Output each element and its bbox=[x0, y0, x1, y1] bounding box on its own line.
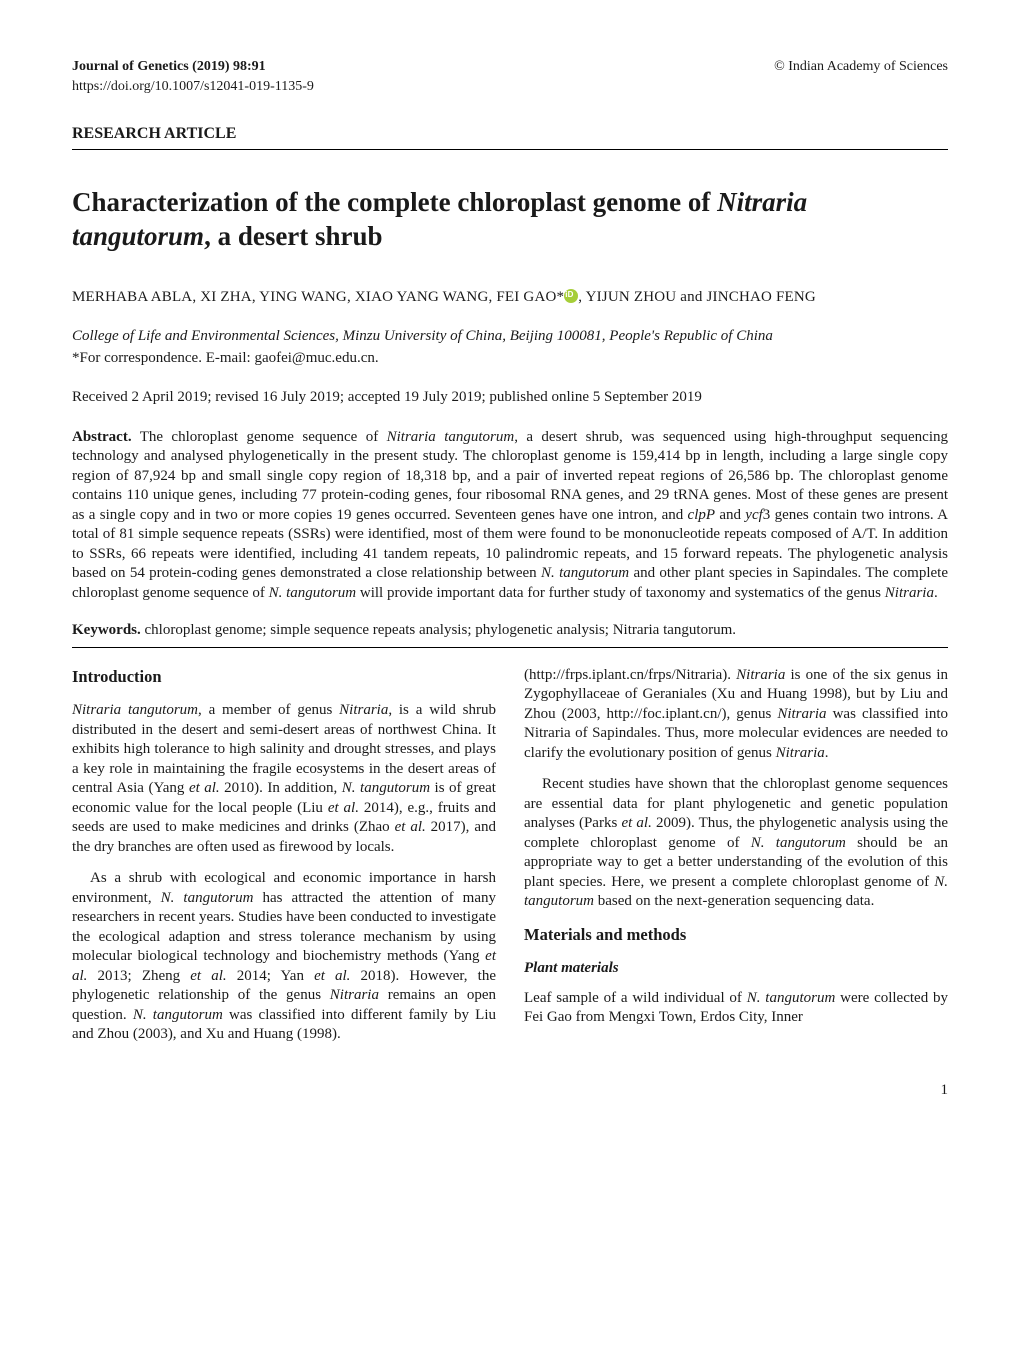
author-list: MERHABA ABLA, XI ZHA, YING WANG, XIAO YA… bbox=[72, 288, 948, 308]
introduction-heading: Introduction bbox=[72, 666, 496, 687]
left-column: Introduction Nitraria tangutorum, a memb… bbox=[72, 666, 496, 1057]
affiliation: College of Life and Environmental Scienc… bbox=[72, 327, 948, 347]
publisher: © Indian Academy of Sciences bbox=[774, 58, 948, 76]
keywords: Keywords. chloroplast genome; simple seq… bbox=[72, 621, 948, 641]
body-paragraph: Recent studies have shown that the chlor… bbox=[524, 775, 948, 912]
body-paragraph: Leaf sample of a wild individual of N. t… bbox=[524, 989, 948, 1028]
orcid-icon[interactable] bbox=[564, 289, 578, 303]
journal-ref: Journal of Genetics (2019) 98:91 bbox=[72, 58, 266, 76]
abstract: Abstract. The chloroplast genome sequenc… bbox=[72, 428, 948, 604]
body-paragraph: As a shrub with ecological and economic … bbox=[72, 869, 496, 1045]
correspondence: *For correspondence. E-mail: gaofei@muc.… bbox=[72, 349, 948, 369]
article-type: RESEARCH ARTICLE bbox=[72, 124, 948, 145]
page-number: 1 bbox=[72, 1081, 948, 1101]
body-paragraph: (http://frps.iplant.cn/frps/Nitraria). N… bbox=[524, 666, 948, 764]
article-dates: Received 2 April 2019; revised 16 July 2… bbox=[72, 388, 948, 408]
article-title: Characterization of the complete chlorop… bbox=[72, 186, 948, 254]
plant-materials-heading: Plant materials bbox=[524, 959, 948, 979]
body-paragraph: Nitraria tangutorum, a member of genus N… bbox=[72, 701, 496, 857]
doi-link[interactable]: https://doi.org/10.1007/s12041-019-1135-… bbox=[72, 78, 948, 96]
divider bbox=[72, 149, 948, 150]
divider bbox=[72, 647, 948, 648]
materials-methods-heading: Materials and methods bbox=[524, 924, 948, 945]
right-column: (http://frps.iplant.cn/frps/Nitraria). N… bbox=[524, 666, 948, 1057]
